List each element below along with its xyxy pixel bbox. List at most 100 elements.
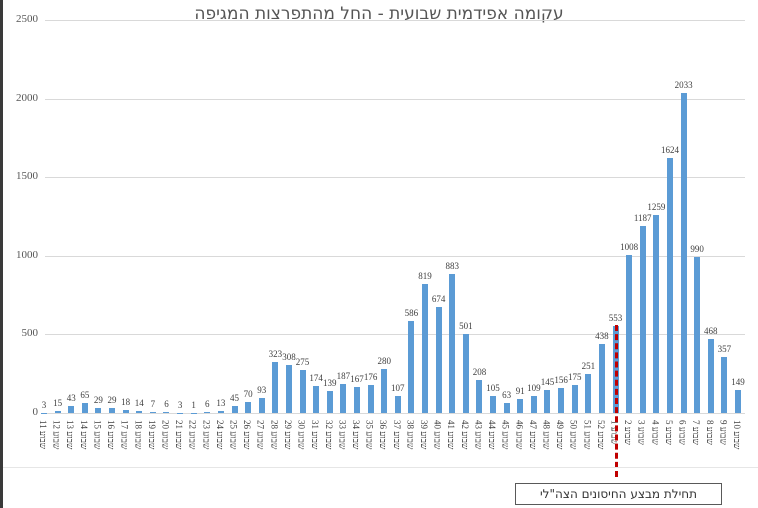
bar-value-label: 553 [608,313,623,324]
x-tick-label: שבוע 1 [609,420,620,445]
bar-value-label: 251 [581,360,596,371]
gridline [45,20,745,21]
bar-value-label: 176 [363,372,378,383]
bar-value-label: 308 [282,351,296,362]
bar [394,396,401,413]
bar-value-label: 14 [134,397,144,408]
x-tick-label: שבוע 8 [704,420,715,445]
gridline [45,334,745,336]
bar-value-label: 6 [205,399,210,410]
bar [435,307,442,413]
x-tick-label: שבוע 43 [473,420,484,450]
bottom-separator [3,467,758,468]
x-tick-label: שבוע 3 [636,420,647,445]
bar [558,388,565,413]
x-tick-label: שבוע 52 [595,420,606,450]
bar [462,334,469,413]
gridline [45,98,745,100]
bar-value-label: 43 [66,393,76,404]
x-tick-label: שבוע 24 [214,420,225,450]
bar-value-label: 149 [731,376,745,387]
y-tick-label: 500 [21,327,39,340]
bar-value-label: 1 [191,399,196,410]
bar [258,398,265,413]
gridline [45,413,745,414]
bar-value-label: 139 [323,378,337,389]
x-tick-label: שבוע 14 [78,420,89,450]
x-tick-label: שבוע 29 [282,420,293,450]
x-tick-label: שבוע 26 [242,420,253,450]
bar [721,356,728,413]
x-tick-label: שבוע 27 [255,420,266,450]
x-tick-label: שבוע 15 [92,420,103,450]
x-tick-label: שבוע 28 [269,420,280,450]
x-tick-label: שבוע 10 [732,420,742,450]
bar [735,389,741,413]
y-tick-label: 0 [32,406,39,418]
bar-value-label: 275 [295,356,310,367]
bar-value-label: 167 [350,373,364,384]
bar [54,410,61,413]
x-tick-label: שבוע 22 [187,420,198,450]
x-tick-label: שבוע 49 [555,420,566,450]
left-border [0,0,3,508]
bar [95,408,102,413]
bar [326,391,333,413]
x-tick-label: שבוע 13 [65,420,76,450]
x-tick-label: שבוע 48 [541,420,552,450]
x-tick-label: שבוע 40 [432,420,443,450]
vaccination-start-annotation: תחילת מבצע החיסונים הצה"לי [515,483,722,505]
x-tick-label: שבוע 20 [160,420,171,450]
bar [163,412,170,413]
bar-value-label: 15 [53,397,63,408]
bar-value-label: 175 [567,372,582,383]
bar [381,368,388,413]
bar-value-label: 468 [704,326,718,337]
bar [639,226,646,413]
bar [707,339,714,413]
x-tick-label: שבוע 4 [650,420,661,445]
x-tick-label: שבוע 32 [323,420,334,450]
bar-value-label: 13 [216,397,226,408]
y-tick-label: 2500 [16,13,38,25]
x-tick-label: שבוע 2 [623,420,634,445]
bar [340,383,347,413]
chart-title: עקומה אפידמית שבועית - החל מהתפרצות המגי… [194,4,564,24]
x-tick-label: שבוע 44 [487,420,498,450]
bar-value-label: 187 [336,370,351,381]
bar-value-label: 45 [230,392,239,403]
bar [68,406,75,413]
gridline [45,255,745,257]
x-tick-label: שבוע 47 [527,420,538,450]
x-tick-label: שבוע 7 [691,420,702,445]
bar [680,93,687,413]
x-tick-label: שבוע 36 [378,420,389,450]
bar-value-label: 6 [164,399,169,410]
bar [231,405,238,413]
bar [503,403,510,413]
bar-value-label: 105 [486,383,500,394]
x-tick-label: שבוע 46 [514,420,525,450]
bar-value-label: 2033 [674,80,693,91]
bar-value-label: 3 [41,399,47,410]
x-tick-label: שבוע 19 [146,420,157,450]
bar-value-label: 3 [177,399,183,410]
bar-value-label: 29 [107,395,117,406]
bar-value-label: 280 [377,355,391,366]
bar-value-label: 438 [595,331,609,342]
bar [490,396,497,413]
bar [204,412,211,413]
x-tick-label: שבוע 18 [133,420,144,450]
bar-value-label: 29 [93,395,103,406]
bar-value-label: 819 [418,271,432,282]
bar [109,408,116,413]
bar [81,402,88,413]
x-tick-label: שבוע 16 [106,420,117,450]
bar [585,373,592,413]
bar [408,320,415,413]
bar [476,380,483,413]
bar-value-label: 1187 [633,213,652,224]
bar [571,385,578,413]
bar-value-label: 208 [472,367,487,378]
bar [272,362,279,413]
